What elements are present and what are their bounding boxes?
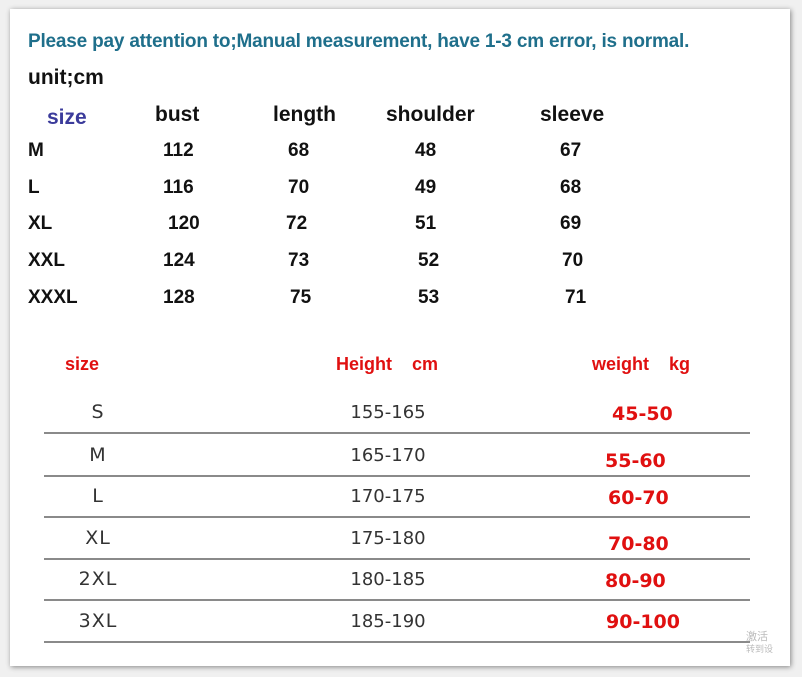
row-divider	[44, 599, 750, 601]
measure-cell: 70	[562, 250, 584, 271]
measure-cell: 75	[290, 287, 312, 308]
watermark: 转到设	[746, 644, 774, 654]
fit-size-cell: S	[91, 401, 105, 423]
weight-cell: 80-90	[605, 570, 666, 592]
fit-header-2: weight kg	[592, 354, 691, 374]
fit-size-cell: 3XL	[78, 610, 118, 632]
size-cell: XXL	[28, 250, 65, 271]
height-cell: 155-165	[350, 402, 426, 423]
column-header-shoulder: shoulder	[386, 103, 475, 126]
measure-cell: 124	[163, 250, 195, 271]
measure-cell: 68	[560, 177, 582, 198]
measure-cell: 49	[415, 177, 437, 198]
measure-cell: 120	[168, 213, 200, 234]
fit-size-cell: M	[89, 444, 107, 466]
column-header-sleeve: sleeve	[540, 103, 605, 126]
weight-cell: 45-50	[612, 403, 673, 425]
fit-size-cell: 2XL	[78, 568, 118, 590]
column-header-length: length	[273, 103, 336, 126]
measurement-notice: Please pay attention to;Manual measureme…	[28, 31, 690, 52]
measure-cell: 68	[288, 140, 310, 161]
measure-cell: 72	[286, 213, 308, 234]
measure-cell: 69	[560, 213, 582, 234]
size-cell: XL	[28, 213, 53, 234]
measure-cell: 70	[288, 177, 310, 198]
unit-label: unit;cm	[28, 66, 104, 89]
weight-cell: 70-80	[608, 533, 669, 555]
height-cell: 165-170	[350, 445, 426, 466]
measure-cell: 52	[418, 250, 440, 271]
fit-size-cell: L	[92, 485, 104, 507]
row-divider	[44, 516, 750, 518]
row-divider	[44, 558, 750, 560]
measure-cell: 71	[565, 287, 587, 308]
measure-cell: 73	[288, 250, 310, 271]
column-header-size: size	[47, 106, 87, 129]
row-divider	[44, 641, 750, 643]
height-cell: 185-190	[350, 611, 426, 632]
column-header-bust: bust	[155, 103, 200, 126]
height-cell: 180-185	[350, 569, 426, 590]
fit-header-1: Height cm	[336, 354, 439, 374]
measure-cell: 116	[163, 177, 194, 198]
height-cell: 175-180	[350, 528, 426, 549]
watermark: 激活	[746, 631, 768, 643]
measure-cell: 128	[163, 287, 195, 308]
size-chart-frame	[10, 9, 790, 666]
measure-cell: 112	[163, 140, 194, 161]
measure-cell: 51	[415, 213, 437, 234]
height-cell: 170-175	[350, 486, 426, 507]
weight-cell: 60-70	[608, 487, 669, 509]
measure-cell: 53	[418, 287, 440, 308]
fit-header-0: size	[65, 354, 100, 374]
size-cell: M	[28, 140, 44, 161]
row-divider	[44, 475, 750, 477]
size-cell: L	[28, 177, 40, 198]
row-divider	[44, 432, 750, 434]
weight-cell: 55-60	[605, 450, 666, 472]
fit-size-cell: XL	[85, 527, 111, 549]
size-cell: XXXL	[28, 287, 78, 308]
weight-cell: 90-100	[606, 611, 680, 633]
measure-cell: 67	[560, 140, 582, 161]
measure-cell: 48	[415, 140, 437, 161]
